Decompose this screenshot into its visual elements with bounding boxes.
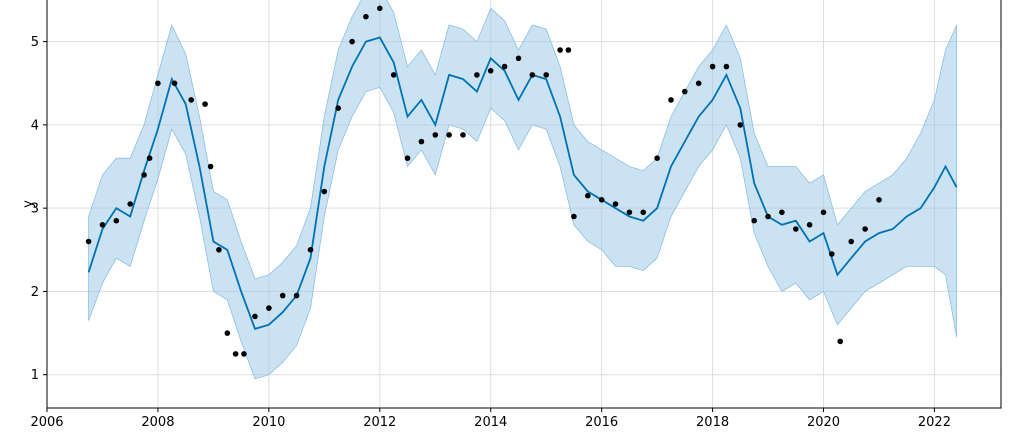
observed-point [806,222,813,228]
observed-point [146,155,153,161]
observed-point [241,351,247,357]
plot-frame [46,0,1002,409]
observed-point [188,97,194,103]
observed-point [793,226,799,232]
observed-point [232,351,239,357]
observed-point [515,55,522,62]
x-tick-label: 2020 [807,415,840,430]
observed-point [723,63,730,70]
observed-point [202,101,208,107]
x-tick-label: 2012 [363,415,396,430]
observed-point [432,132,439,138]
observed-point [565,47,572,53]
y-tick-label: 2 [31,285,39,300]
x-tick-label: 2014 [474,415,507,430]
x-axis-ticks: 2006 2008 2010 2012 2014 2016 2018 2020 2022 [30,408,951,430]
uncertainty-band [88,0,957,380]
x-tick-label: 2018 [696,415,729,430]
y-axis-label: y [21,200,36,208]
observed-point [543,72,549,78]
y-tick-label: 3 [31,202,39,217]
observed-point [113,217,120,224]
observed-point [751,217,757,224]
observed-point [321,188,328,195]
observed-point [848,238,854,245]
observed-point [252,313,258,320]
observed-point [216,247,222,253]
observed-point [390,72,397,78]
observed-point [598,197,605,203]
observed-point [626,209,633,216]
x-tick-label: 2010 [252,415,285,430]
observed-point [654,155,660,161]
x-tick-label: 2008 [141,415,174,430]
observed-point [876,197,882,203]
observed-point [779,209,785,216]
observed-point [418,138,425,145]
observed-point [141,172,147,178]
observed-point [557,47,563,53]
observed-point [474,72,480,78]
observed-point [335,105,342,111]
observed-point [501,63,508,70]
y-tick-label: 5 [31,35,39,50]
observed-point [709,63,716,70]
observed-point [127,201,133,207]
observed-point [640,209,646,216]
observed-point [349,38,355,45]
observed-point [155,80,161,87]
observed-point [279,292,286,299]
observed-point [404,155,411,161]
observed-point [307,247,314,253]
observed-point [85,238,92,245]
forecast-line [87,36,958,331]
observed-point [837,338,843,345]
observed-point [363,13,369,20]
observed-point [224,330,231,336]
observed-point [377,5,383,12]
observed-point [862,226,868,232]
observed-point [682,88,688,95]
observed-point [829,251,835,257]
observed-point [487,68,494,74]
observed-point [612,201,619,207]
observed-point [737,122,744,128]
observed-point [820,209,827,216]
observed-point [171,80,178,87]
observed-point [99,222,106,228]
y-tick-label: 1 [31,368,39,383]
y-tick-label: 4 [31,118,39,133]
observed-point [695,80,702,87]
observed-point [207,163,214,170]
observed-point [293,292,300,299]
observed-point [266,305,272,311]
observed-point [668,97,674,103]
observed-point [460,132,466,138]
x-tick-label: 2006 [30,415,63,430]
observed-point [529,72,536,78]
x-tick-label: 2016 [585,415,618,430]
observed-point [571,213,577,220]
y-axis-ticks: 1 2 3 4 5 [31,35,47,383]
observed-point [765,213,771,220]
observed-point [585,192,591,199]
observed-points [85,5,882,357]
x-tick-label: 2022 [918,415,951,430]
observed-point [446,132,452,138]
